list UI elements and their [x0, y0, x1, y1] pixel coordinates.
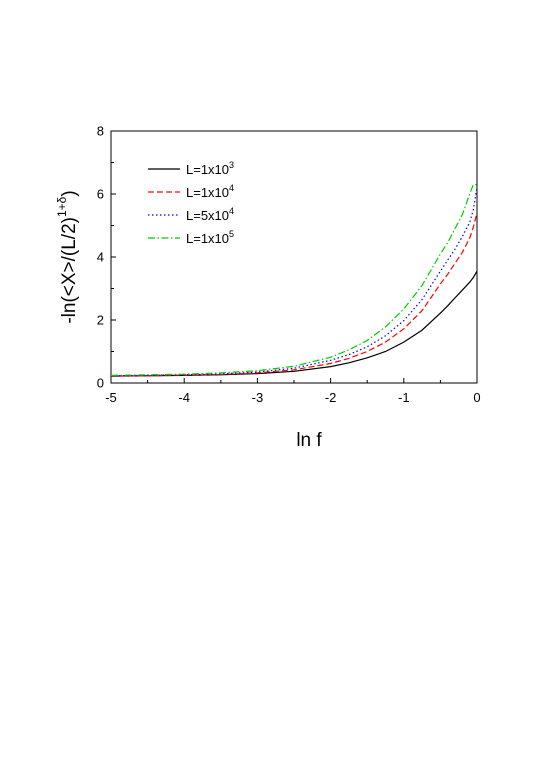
y-tick-label: 6 [97, 187, 104, 202]
series-line-2 [110, 212, 478, 377]
x-tick-label: -1 [398, 390, 410, 405]
y-tick-label: 8 [97, 124, 104, 139]
x-tick-label: -5 [105, 390, 117, 405]
x-axis-title: ln f [296, 430, 322, 451]
legend-label: L=1x105 [186, 229, 234, 246]
series-line-1 [110, 270, 478, 377]
axis-ticks [110, 130, 478, 384]
x-tick-label: -2 [325, 390, 337, 405]
y-tick-label: 0 [97, 376, 104, 391]
legend-label: L=1x104 [186, 183, 234, 200]
y-tick-label: 2 [97, 313, 104, 328]
series-line-4 [110, 184, 477, 376]
x-tick-label: 0 [473, 390, 480, 405]
axis-tick-labels: -5 -4 -3 -2 -1 0 0 2 4 6 8 [97, 124, 481, 406]
legend-label: L=1x103 [186, 160, 234, 177]
x-tick-label: -3 [252, 390, 264, 405]
legend-label: L=5x104 [186, 206, 234, 223]
y-axis-title: -ln(<X>/(L/2)1+δ) [55, 190, 80, 323]
y-tick-label: 4 [97, 250, 104, 265]
series-line-3 [110, 187, 478, 377]
x-tick-label: -4 [178, 390, 190, 405]
series-layer [110, 184, 478, 377]
legend: L=1x103 L=1x104 L=5x104 L=1x105 [148, 160, 234, 246]
